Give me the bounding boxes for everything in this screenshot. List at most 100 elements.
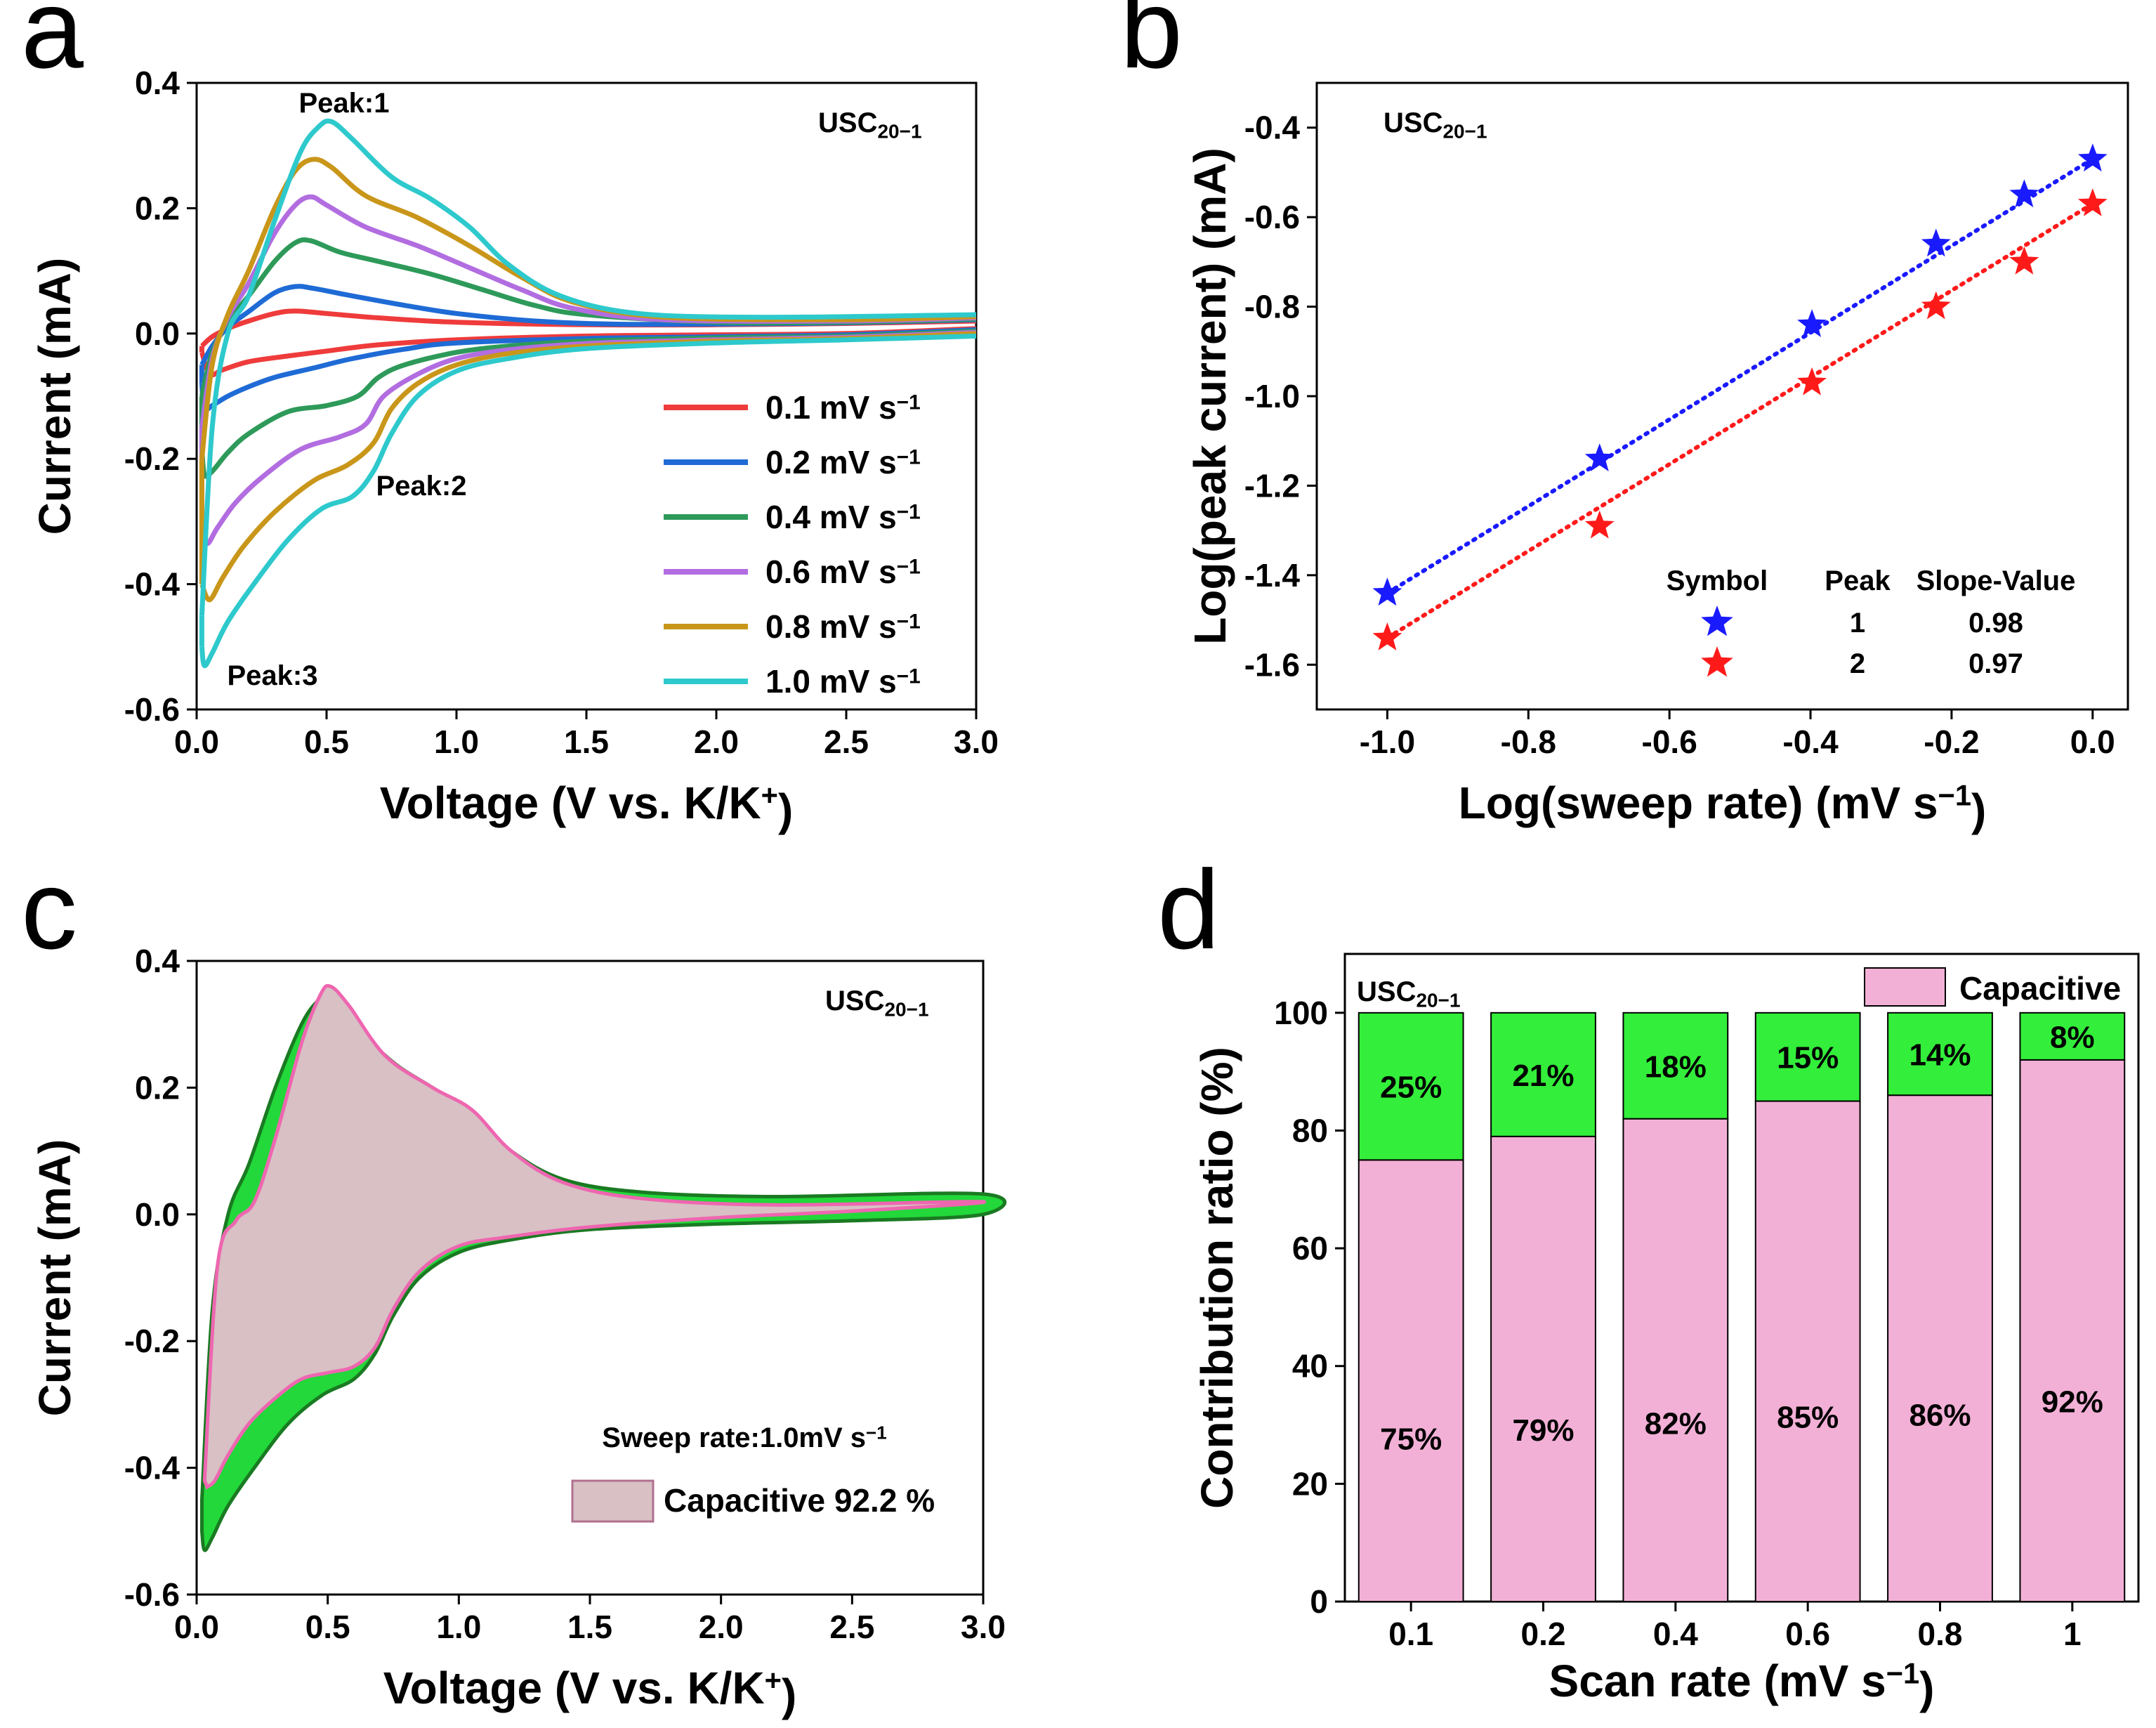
data-point-0-3 bbox=[1921, 228, 1951, 257]
x-tick-label: 0.8 bbox=[1918, 1616, 1963, 1652]
bar-diffusion-label-4: 14% bbox=[1909, 1038, 1971, 1072]
bar-diffusion-1 bbox=[1490, 1012, 1596, 1137]
legend-label-4: 0.8 mV s−1 bbox=[765, 608, 921, 645]
legend-label-2: 0.4 mV s−1 bbox=[765, 499, 921, 535]
panel-label-b: b bbox=[1120, 0, 1183, 91]
bar-diffusion-0 bbox=[1358, 1012, 1464, 1161]
data-point-1-5 bbox=[2077, 188, 2108, 216]
x-tick-label: -0.8 bbox=[1501, 724, 1556, 760]
x-tick-label: 1.0 bbox=[434, 724, 479, 760]
panel-b: b -1.0 -0.8 -0.6 -0.4 -0.2 0.0 -1.6 -1.4 -1.2 -1.0… bbox=[1120, 0, 2129, 835]
cv-curve-cathodic-5 bbox=[199, 333, 977, 669]
y-axis-label: Current (mA) bbox=[29, 1139, 80, 1417]
bar-diffusion-4 bbox=[1887, 1012, 1993, 1097]
data-point-0-2 bbox=[1797, 309, 1827, 337]
plot-frame bbox=[1343, 953, 2140, 1603]
data-point-0-4 bbox=[2009, 179, 2039, 208]
y-tick-label: -0.2 bbox=[124, 1323, 180, 1359]
y-tick-label: -1.2 bbox=[1244, 467, 1300, 504]
x-tick-label: 2.5 bbox=[824, 724, 869, 760]
x-tick-label: 3.0 bbox=[961, 1609, 1006, 1645]
x-tick-label: -1.0 bbox=[1360, 724, 1415, 760]
bar-capacitive-0 bbox=[1358, 1159, 1464, 1602]
data-point-1-3 bbox=[1921, 291, 1951, 320]
legend-star-1 bbox=[1701, 646, 1733, 677]
data-point-1-0 bbox=[1372, 622, 1402, 650]
x-tick-label: 0.0 bbox=[174, 1609, 219, 1645]
x-tick-label: -0.2 bbox=[1924, 724, 1979, 760]
sample-label: USC20−1 bbox=[1383, 107, 1487, 142]
y-tick-label: 0.4 bbox=[135, 943, 180, 979]
x-axis-label: Voltage (V vs. K/K+) bbox=[383, 1663, 797, 1720]
bar-capacitive-label-1: 79% bbox=[1512, 1413, 1574, 1448]
panel-a: a 0.0 0.5 1.0 1.5 2.0 2.5 3.0 -0.6 -0.4 -0.2 0.0 0.2… bbox=[21, 0, 999, 835]
data-point-0-5 bbox=[2077, 143, 2108, 172]
bar-capacitive-1 bbox=[1490, 1135, 1596, 1602]
bar-capacitive-label-3: 85% bbox=[1777, 1400, 1839, 1434]
bar-diffusion-label-2: 18% bbox=[1645, 1049, 1707, 1084]
x-tick-label: 0.2 bbox=[1521, 1616, 1566, 1652]
sweep-rate-text: Sweep rate:1.0mV s−1 bbox=[602, 1422, 886, 1453]
cv-curve-anodic-5 bbox=[199, 118, 977, 616]
y-tick-label: 20 bbox=[1292, 1465, 1328, 1502]
legend-label: Capacitive bbox=[1959, 970, 2121, 1007]
bar-diffusion-2 bbox=[1622, 1012, 1729, 1120]
legend-label-1: 0.2 mV s−1 bbox=[765, 444, 921, 480]
legend-header-1: Peak bbox=[1825, 565, 1891, 596]
x-tick-label: 0.0 bbox=[174, 724, 219, 760]
x-tick-label: 0.5 bbox=[304, 724, 349, 760]
sample-label: USC20−1 bbox=[818, 107, 922, 142]
legend-label-5: 1.0 mV s−1 bbox=[765, 663, 921, 700]
x-tick-label: 3.0 bbox=[954, 724, 999, 760]
sample-label: USC20−1 bbox=[825, 986, 929, 1020]
bar-capacitive-3 bbox=[1754, 1100, 1861, 1602]
bar-capacitive-label-0: 75% bbox=[1380, 1422, 1442, 1456]
legend-peak-0: 1 bbox=[1850, 608, 1865, 639]
legend-slope-1: 0.97 bbox=[1968, 648, 2023, 679]
x-tick-label: 0.6 bbox=[1785, 1616, 1830, 1652]
x-tick-label: 0.4 bbox=[1653, 1616, 1698, 1652]
y-tick-label: -0.4 bbox=[124, 1450, 180, 1486]
y-tick-label: -0.6 bbox=[124, 691, 180, 728]
legend-star-0 bbox=[1701, 606, 1733, 636]
x-tick-label: 0.0 bbox=[2070, 724, 2115, 760]
y-tick-label: -0.6 bbox=[1244, 199, 1300, 235]
bar-capacitive-5 bbox=[2019, 1059, 2126, 1602]
sample-label: USC20−1 bbox=[1357, 976, 1461, 1011]
x-tick-label: 2.0 bbox=[699, 1609, 744, 1645]
bar-capacitive-4 bbox=[1887, 1094, 1993, 1603]
bar-capacitive-label-5: 92% bbox=[2042, 1385, 2103, 1420]
y-tick-label: -0.8 bbox=[1244, 289, 1300, 325]
panel-label-a: a bbox=[21, 0, 84, 91]
bar-diffusion-5 bbox=[2019, 1012, 2126, 1061]
data-point-0-0 bbox=[1372, 577, 1402, 606]
bar-diffusion-label-3: 15% bbox=[1777, 1041, 1839, 1075]
x-tick-label: 0.1 bbox=[1388, 1616, 1433, 1652]
x-tick-label: 2.5 bbox=[829, 1609, 874, 1645]
x-axis-label: Voltage (V vs. K/K+) bbox=[380, 778, 794, 835]
bar-diffusion-label-5: 8% bbox=[2050, 1020, 2095, 1054]
y-tick-label: -0.4 bbox=[124, 566, 180, 603]
y-tick-label: 0.2 bbox=[135, 1069, 180, 1106]
bar-capacitive-label-2: 82% bbox=[1645, 1407, 1707, 1441]
x-tick-label: 2.0 bbox=[694, 724, 739, 760]
x-tick-label: 1.0 bbox=[436, 1609, 481, 1645]
legend-slope-0: 0.98 bbox=[1968, 608, 2023, 639]
x-axis-label: Scan rate (mV s−1) bbox=[1549, 1656, 1935, 1713]
x-axis-label: Log(sweep rate) (mV s−1) bbox=[1459, 778, 1987, 835]
y-tick-label: 0.0 bbox=[135, 1196, 180, 1233]
panel-label-d: d bbox=[1157, 846, 1220, 972]
y-tick-label: 80 bbox=[1292, 1112, 1328, 1148]
y-tick-label: 100 bbox=[1274, 995, 1328, 1031]
peak3-annotation: Peak:3 bbox=[228, 660, 318, 691]
bar-capacitive-2 bbox=[1622, 1118, 1729, 1602]
bar-diffusion-3 bbox=[1754, 1012, 1861, 1102]
bar-diffusion-label-0: 25% bbox=[1380, 1071, 1442, 1105]
peak1-annotation: Peak:1 bbox=[299, 88, 390, 119]
y-tick-label: 0 bbox=[1310, 1583, 1328, 1620]
legend-header-2: Slope-Value bbox=[1917, 565, 2076, 596]
y-axis-label: Contribution ratio (%) bbox=[1192, 1047, 1242, 1509]
x-tick-label: -0.4 bbox=[1782, 724, 1839, 760]
x-tick-label: -0.6 bbox=[1642, 724, 1697, 760]
